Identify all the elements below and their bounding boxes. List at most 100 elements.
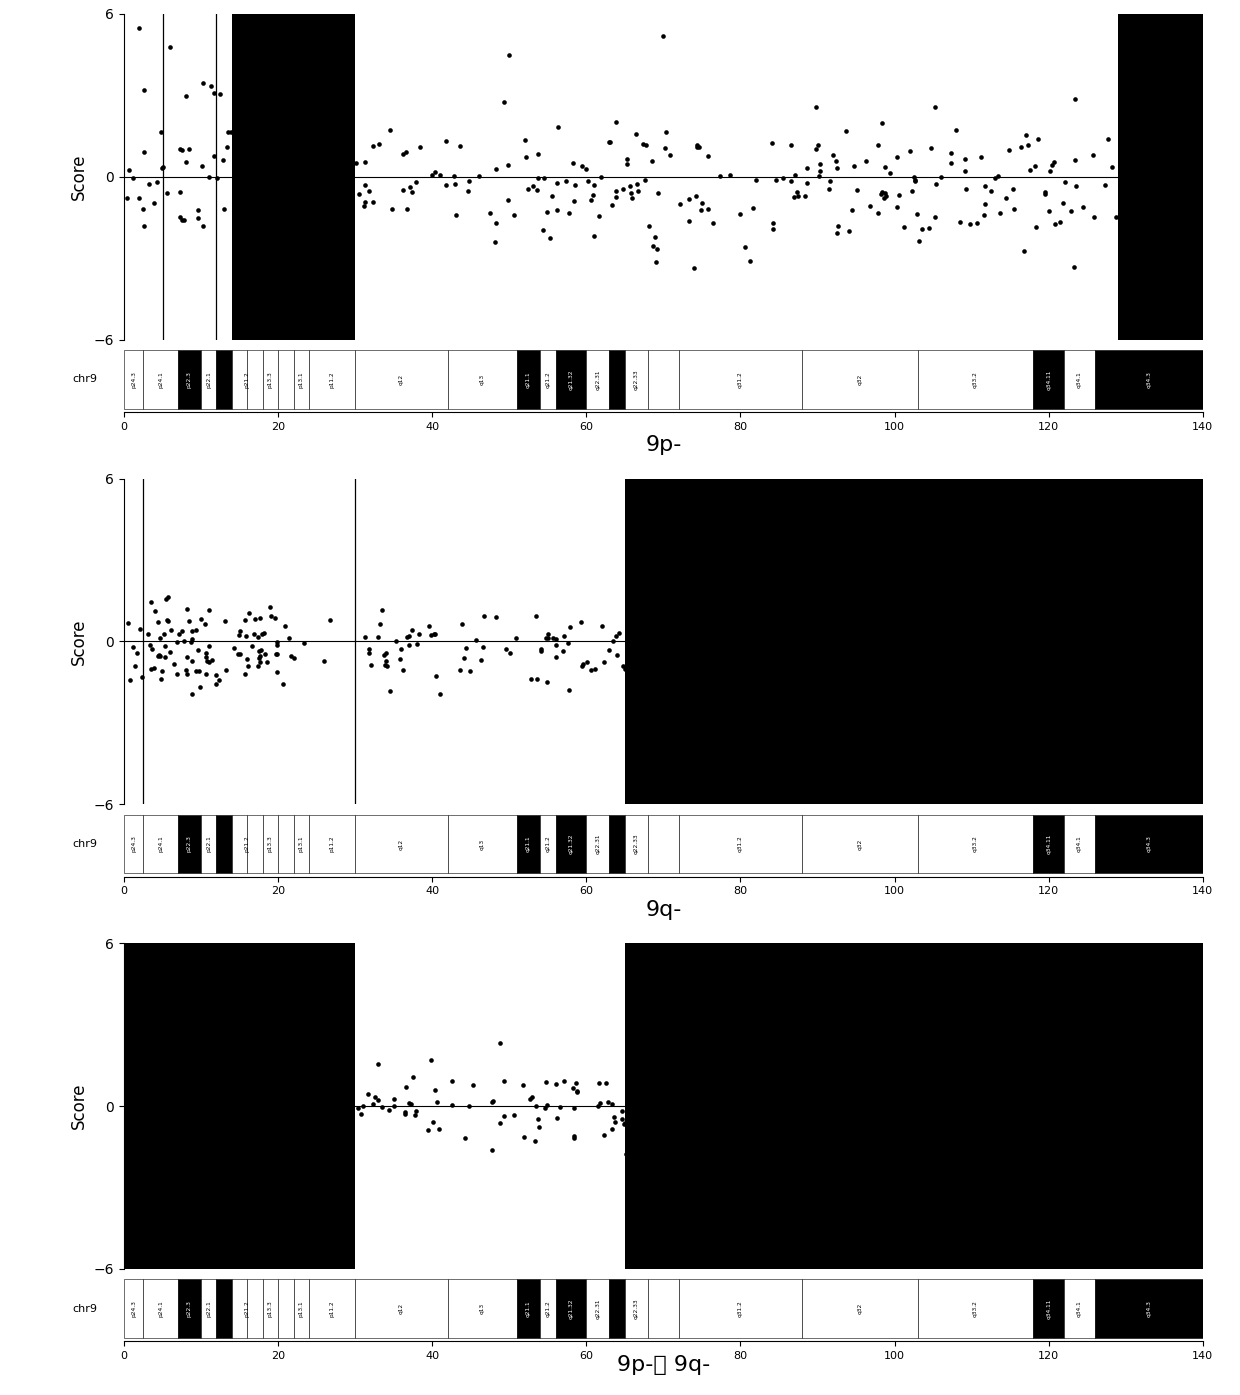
Point <box>422 163 441 186</box>
Point <box>856 149 875 172</box>
Bar <box>587 815 610 873</box>
Bar <box>541 1279 556 1338</box>
Point <box>363 135 383 158</box>
Point <box>1061 201 1081 223</box>
Bar <box>247 815 263 873</box>
Point <box>971 145 991 167</box>
Point <box>585 657 605 679</box>
Point <box>743 197 763 219</box>
Point <box>196 663 216 685</box>
Point <box>376 642 396 664</box>
Point <box>1054 191 1074 213</box>
Text: p22.1: p22.1 <box>206 371 211 388</box>
Point <box>537 1070 557 1092</box>
Point <box>222 121 242 144</box>
Point <box>267 643 286 665</box>
Bar <box>556 1279 587 1338</box>
Point <box>139 624 159 646</box>
Point <box>613 1099 632 1122</box>
Bar <box>1095 350 1203 409</box>
Point <box>386 631 405 653</box>
Point <box>144 657 164 679</box>
Point <box>931 166 951 188</box>
Point <box>201 75 221 98</box>
Point <box>1073 195 1092 218</box>
Point <box>836 120 856 142</box>
Point <box>735 236 755 258</box>
Point <box>425 162 445 184</box>
Point <box>880 162 900 184</box>
Point <box>596 1073 616 1095</box>
Point <box>167 631 187 653</box>
Point <box>450 658 470 681</box>
Point <box>956 148 976 170</box>
Text: q21.32: q21.32 <box>568 834 573 854</box>
Point <box>553 640 573 663</box>
Point <box>361 654 381 677</box>
Point <box>1055 172 1075 194</box>
Point <box>873 181 893 204</box>
Text: 9p-: 9p- <box>645 435 682 455</box>
Point <box>572 656 591 678</box>
Point <box>172 209 192 232</box>
Point <box>527 179 547 201</box>
Bar <box>124 943 355 1269</box>
Bar <box>678 815 802 873</box>
Point <box>123 636 143 658</box>
Point <box>558 632 578 654</box>
Text: p13.1: p13.1 <box>299 371 304 388</box>
Point <box>355 195 374 218</box>
Point <box>353 1095 373 1117</box>
Text: q21.32: q21.32 <box>568 1299 573 1318</box>
Point <box>577 158 596 180</box>
Point <box>451 614 471 636</box>
Bar <box>232 1279 247 1338</box>
Point <box>179 610 198 632</box>
Point <box>531 640 551 663</box>
Point <box>367 625 387 647</box>
Point <box>236 663 255 685</box>
Point <box>903 180 923 202</box>
Point <box>348 1096 368 1119</box>
Point <box>975 174 994 197</box>
Point <box>874 187 894 209</box>
Point <box>827 215 847 237</box>
Bar <box>355 815 448 873</box>
Point <box>405 1103 425 1126</box>
Point <box>182 650 202 672</box>
Point <box>205 145 224 167</box>
Bar <box>678 1279 802 1338</box>
Point <box>626 123 646 145</box>
Point <box>410 137 430 159</box>
Point <box>443 1094 463 1116</box>
Bar <box>217 1279 232 1338</box>
Point <box>491 1032 511 1055</box>
Text: q34.3: q34.3 <box>1146 371 1152 388</box>
Point <box>620 176 640 198</box>
Point <box>358 1083 378 1105</box>
Point <box>1043 153 1063 176</box>
Point <box>709 165 729 187</box>
Point <box>249 650 269 672</box>
Point <box>563 1077 583 1099</box>
Point <box>644 234 663 257</box>
Point <box>213 198 233 220</box>
Point <box>615 1112 635 1134</box>
Point <box>363 1092 383 1115</box>
Bar <box>1064 1279 1095 1338</box>
Point <box>474 635 494 657</box>
Point <box>564 1126 584 1148</box>
Point <box>606 112 626 134</box>
Point <box>150 644 170 667</box>
Point <box>639 1141 658 1163</box>
Point <box>280 644 300 667</box>
Text: p13.3: p13.3 <box>268 371 273 388</box>
Point <box>579 169 599 191</box>
Point <box>789 184 808 206</box>
Point <box>528 1108 548 1130</box>
Point <box>284 647 304 670</box>
Point <box>1050 211 1070 233</box>
Point <box>839 220 859 243</box>
Text: q34.1: q34.1 <box>1078 1300 1083 1317</box>
Point <box>889 184 909 206</box>
